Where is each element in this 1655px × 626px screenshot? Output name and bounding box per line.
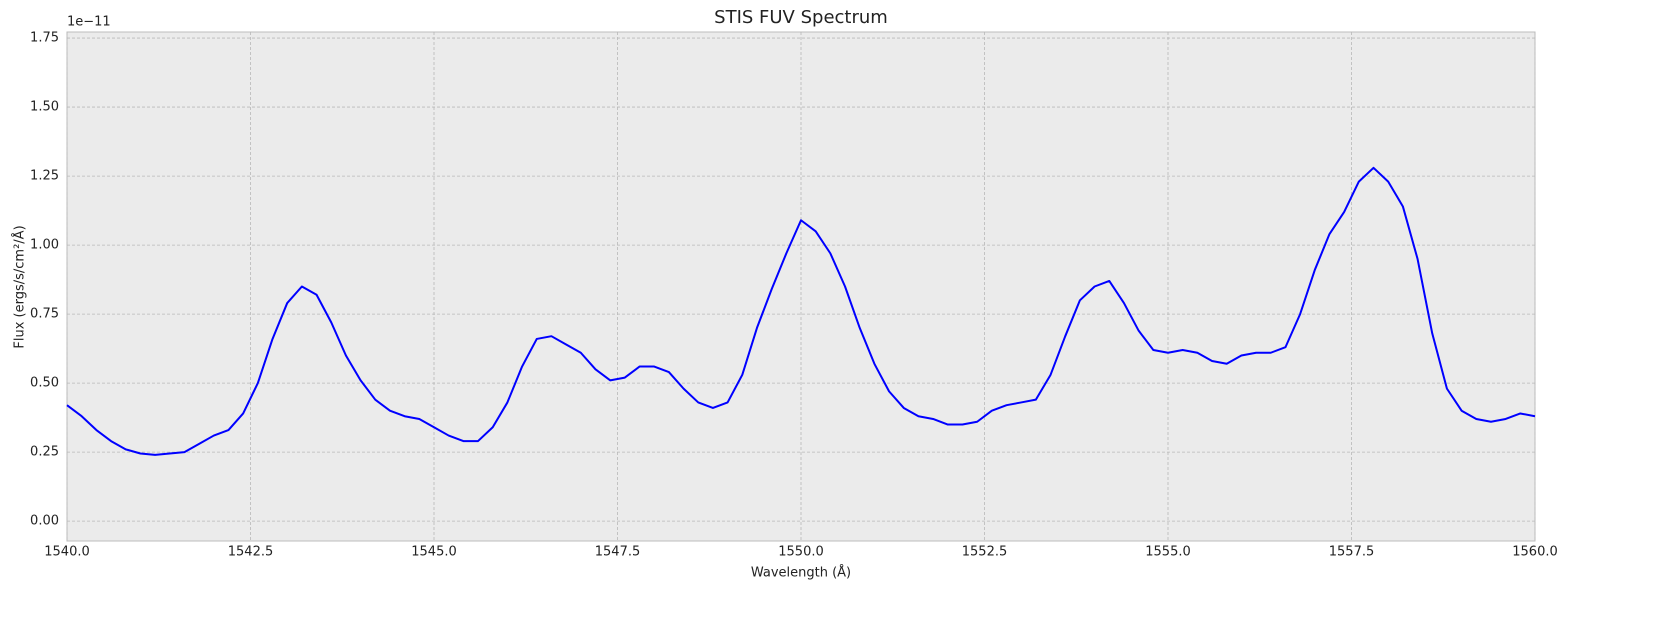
y-tick-label: 1.75 [30, 31, 59, 46]
x-tick-label: 1545.0 [411, 545, 457, 560]
y-tick-label: 1.25 [30, 169, 59, 184]
x-axis-label: Wavelength (Å) [751, 565, 851, 581]
y-tick-label: 0.00 [30, 514, 59, 529]
y-tick-label: 0.25 [30, 445, 59, 460]
x-tick-label: 1557.5 [1329, 545, 1375, 560]
y-axis-label: Flux (ergs/s/cm²/Å) [12, 225, 28, 348]
x-tick-label: 1547.5 [595, 545, 641, 560]
x-tick-label: 1550.0 [778, 545, 824, 560]
plot-area [66, 31, 1536, 542]
chart-title: STIS FUV Spectrum [714, 7, 888, 28]
y-tick-label: 1.00 [30, 238, 59, 253]
x-tick-label: 1555.0 [1145, 545, 1191, 560]
x-tick-label: 1552.5 [962, 545, 1008, 560]
y-tick-label: 0.75 [30, 307, 59, 322]
x-tick-label: 1560.0 [1512, 545, 1558, 560]
x-tick-label: 1542.5 [228, 545, 274, 560]
y-tick-label: 0.50 [30, 376, 59, 391]
x-tick-label: 1540.0 [44, 545, 90, 560]
data-line [66, 166, 1536, 456]
y-tick-label: 1.50 [30, 100, 59, 115]
y-offset-label: 1e−11 [67, 15, 111, 30]
